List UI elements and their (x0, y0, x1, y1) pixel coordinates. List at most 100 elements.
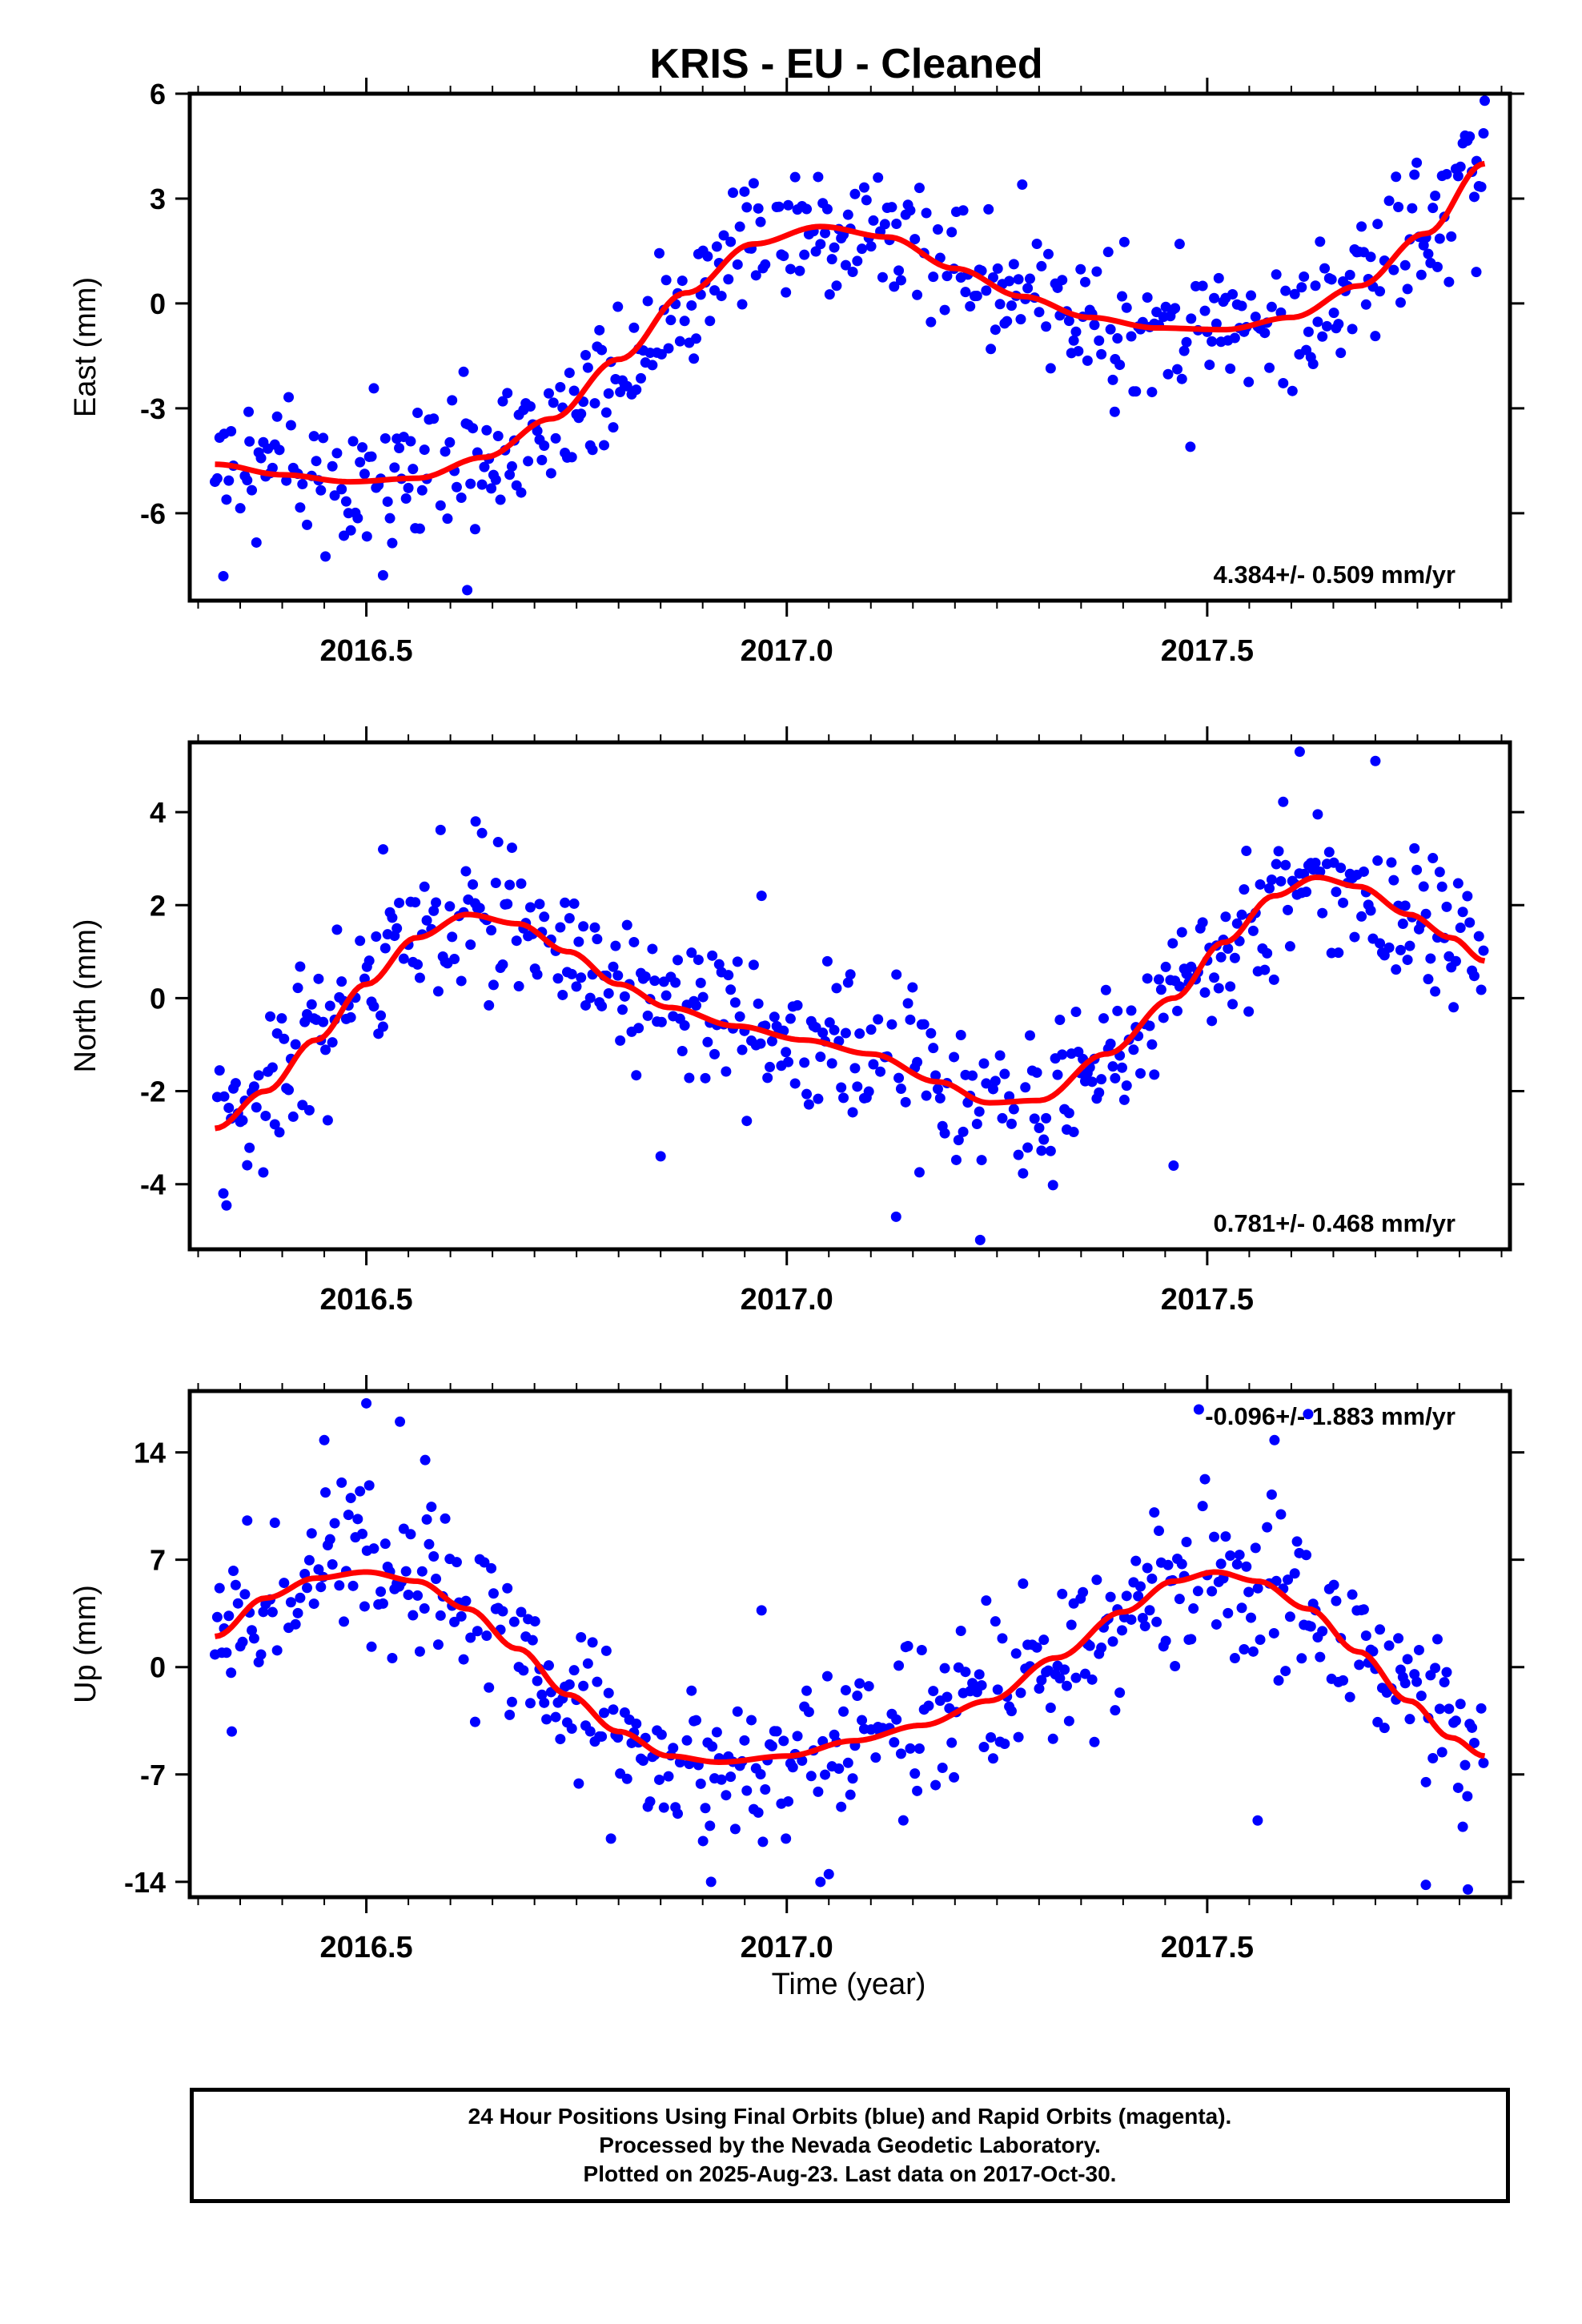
position-point (981, 1078, 992, 1089)
position-point (363, 1480, 375, 1491)
position-point (1266, 301, 1277, 312)
position-point (803, 1707, 814, 1718)
position-point (322, 1115, 333, 1126)
position-point (978, 1742, 990, 1753)
position-point (600, 407, 612, 418)
position-point (400, 493, 412, 504)
position-point (320, 1044, 331, 1055)
position-point (1283, 904, 1294, 915)
position-point (820, 1769, 831, 1780)
position-point (260, 1110, 271, 1121)
position-point (801, 1088, 813, 1100)
position-point (1174, 1594, 1185, 1605)
position-point (661, 990, 672, 1001)
position-point (486, 483, 497, 494)
position-point (909, 234, 921, 245)
position-point (339, 1616, 350, 1627)
position-point (849, 188, 861, 199)
position-point (444, 901, 456, 912)
position-point (502, 899, 513, 910)
position-point (1186, 313, 1197, 324)
position-point (674, 336, 685, 347)
position-point (1413, 1644, 1424, 1655)
position-point (412, 959, 424, 970)
position-point (465, 1632, 476, 1643)
position-point (218, 570, 229, 581)
position-point (612, 1732, 624, 1743)
position-point (1063, 1715, 1074, 1727)
position-point (1045, 1145, 1056, 1156)
position-point (1471, 267, 1482, 278)
position-point (863, 1681, 874, 1692)
position-point (506, 460, 517, 472)
position-point (518, 1665, 529, 1676)
position-point (405, 436, 416, 447)
position-point (1317, 331, 1328, 342)
position-point (960, 287, 971, 298)
caption-line-3: Plotted on 2025-Aug-23. Last data on 201… (583, 2161, 1117, 2186)
position-point (550, 432, 561, 444)
position-point (1455, 923, 1466, 934)
position-point (1448, 1002, 1460, 1013)
position-point (799, 249, 810, 260)
position-point (1462, 1884, 1473, 1895)
position-point (705, 1876, 717, 1888)
position-point (379, 1538, 391, 1550)
position-point (1121, 1590, 1132, 1602)
position-point (1006, 1706, 1017, 1717)
position-point (1034, 1683, 1045, 1695)
position-point (368, 383, 379, 394)
position-point (684, 1072, 695, 1084)
position-point (842, 977, 853, 988)
position-point (1006, 300, 1017, 312)
position-point (1468, 971, 1480, 982)
position-point (484, 1682, 495, 1693)
position-point (926, 316, 937, 328)
position-point (608, 1704, 619, 1715)
position-point (912, 1785, 923, 1796)
y-tick-label: 4 (150, 796, 166, 829)
position-point (721, 1066, 732, 1077)
position-point (255, 1649, 267, 1660)
position-point (937, 1762, 948, 1773)
position-point (444, 436, 456, 448)
position-point (833, 1763, 845, 1775)
position-point (1013, 1731, 1024, 1743)
east-data (210, 95, 1490, 596)
position-point (778, 1735, 789, 1747)
position-point (1450, 1715, 1461, 1727)
position-point (852, 1691, 863, 1702)
position-point (214, 1582, 225, 1594)
position-point (1399, 900, 1411, 911)
position-point (1002, 316, 1013, 327)
position-point (269, 1119, 280, 1130)
position-point (665, 315, 677, 326)
position-point (711, 241, 722, 252)
position-point (753, 998, 764, 1009)
position-point (435, 824, 446, 835)
position-point (1255, 879, 1266, 890)
position-point (1335, 348, 1347, 359)
y-tick-label: 3 (150, 183, 166, 215)
position-point (1365, 251, 1376, 263)
position-point (1174, 981, 1185, 992)
x-tick-label: 2017.5 (1161, 634, 1254, 668)
position-point (295, 1592, 306, 1603)
position-point (734, 221, 745, 232)
position-point (315, 1582, 327, 1593)
position-point (1455, 1699, 1466, 1710)
position-point (766, 1035, 777, 1047)
position-point (1430, 191, 1441, 202)
position-point (656, 1016, 667, 1027)
position-point (1425, 953, 1436, 964)
position-point (700, 1803, 711, 1814)
position-point (1250, 312, 1261, 323)
position-point (592, 1676, 603, 1687)
position-point (582, 362, 593, 373)
position-point (506, 1696, 517, 1707)
position-point (1386, 857, 1397, 868)
position-point (490, 877, 501, 888)
position-point (295, 502, 306, 513)
position-point (1112, 333, 1123, 344)
position-point (1146, 1573, 1158, 1584)
